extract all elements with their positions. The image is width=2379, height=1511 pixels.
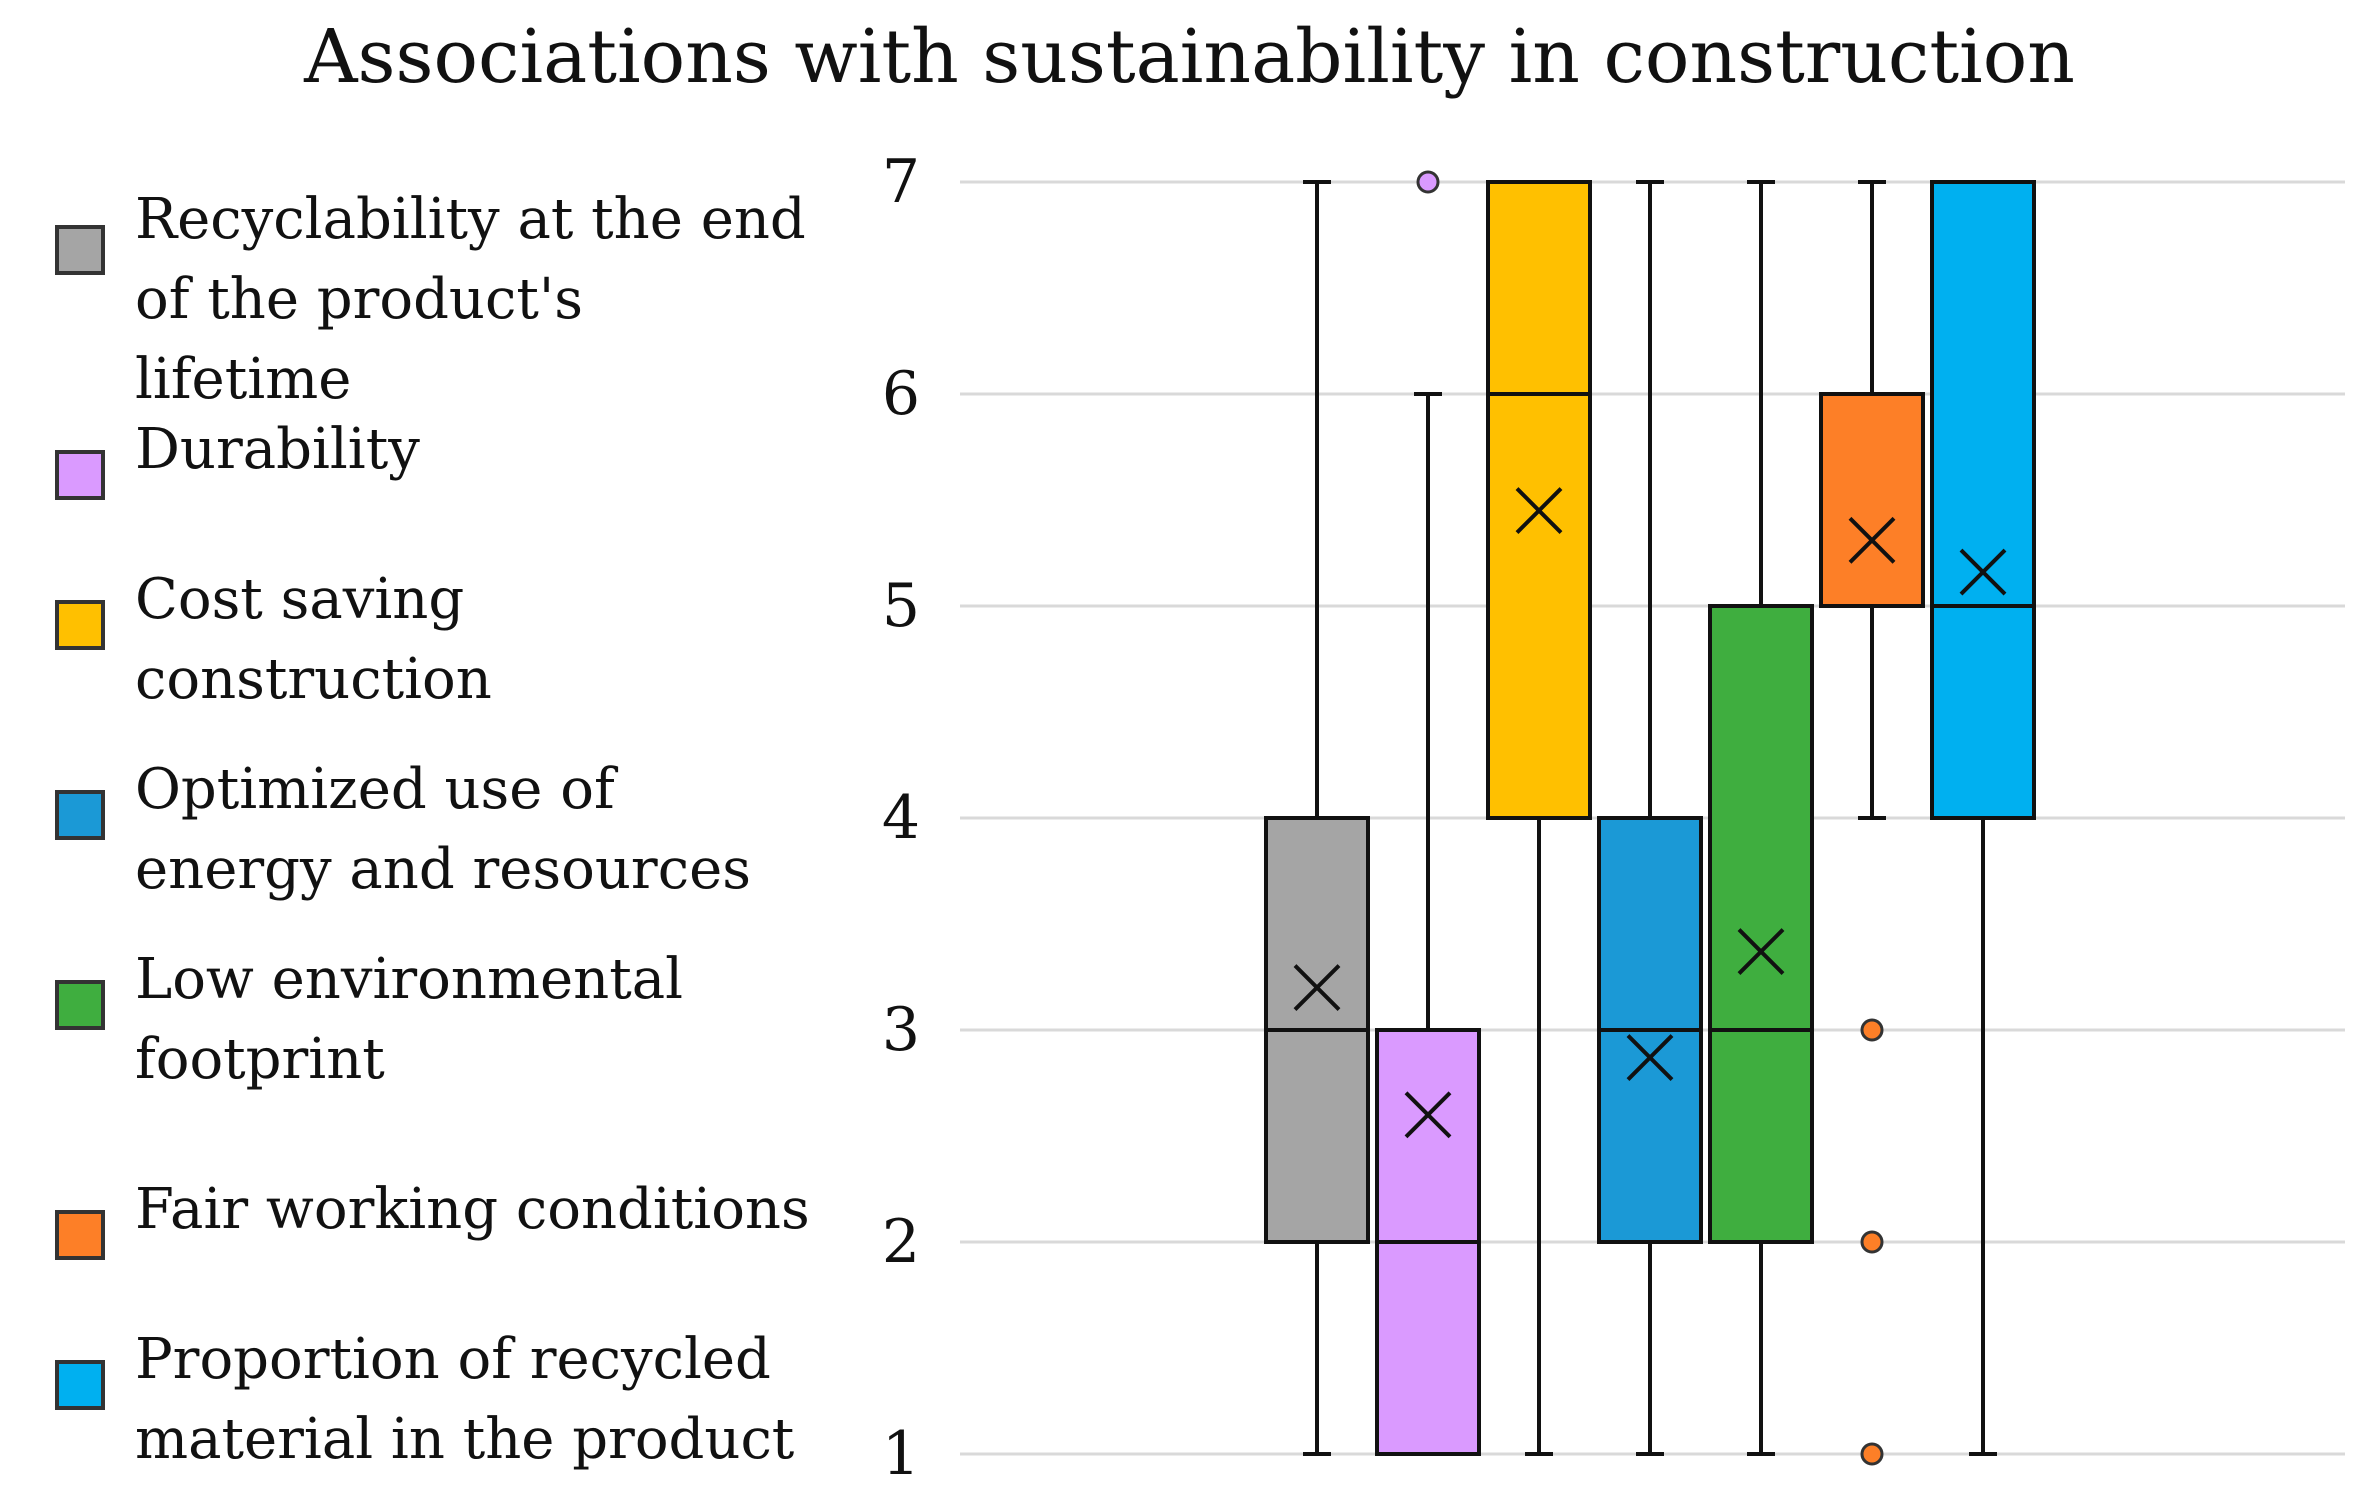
legend-swatch — [55, 225, 105, 275]
y-tick-label: 7 — [882, 147, 920, 217]
y-tick-label: 3 — [882, 995, 920, 1065]
legend-swatch — [55, 1360, 105, 1410]
mean-marker — [1293, 964, 1341, 1012]
outlier-point — [1860, 1018, 1884, 1042]
legend-label: Proportion of recycled material in the p… — [135, 1327, 795, 1472]
legend-swatch — [55, 980, 105, 1030]
legend-swatch — [55, 600, 105, 650]
mean-marker — [1848, 516, 1896, 564]
box — [1486, 180, 1592, 820]
y-tick-label: 1 — [882, 1419, 920, 1489]
legend-label: Optimized use of energy and resources — [135, 757, 751, 902]
mean-marker — [1404, 1091, 1452, 1139]
legend-swatch — [55, 1210, 105, 1260]
mean-marker — [1737, 928, 1785, 975]
box — [1930, 180, 2036, 820]
y-tick-label: 2 — [882, 1207, 920, 1277]
mean-marker — [1626, 1034, 1674, 1081]
legend-label: Recyclability at the end of the product'… — [135, 187, 806, 412]
legend-label: Fair working conditions — [135, 1177, 810, 1242]
legend-label: Cost saving construction — [135, 567, 492, 712]
legend-swatch — [55, 450, 105, 500]
box — [1819, 392, 1925, 608]
y-tick-label: 4 — [882, 783, 920, 853]
mean-marker — [1515, 487, 1563, 535]
chart-title: Associations with sustainability in cons… — [304, 14, 2075, 100]
legend-label: Durability — [135, 417, 420, 482]
box — [1708, 604, 1814, 1244]
legend-swatch — [55, 790, 105, 840]
outlier-point — [1860, 1230, 1884, 1254]
legend-label: Low environmental footprint — [135, 947, 684, 1092]
outlier-point — [1860, 1442, 1884, 1466]
y-tick-label: 5 — [882, 571, 920, 641]
mean-marker — [1959, 548, 2007, 596]
outlier-point — [1416, 170, 1440, 194]
y-tick-label: 6 — [882, 359, 920, 429]
